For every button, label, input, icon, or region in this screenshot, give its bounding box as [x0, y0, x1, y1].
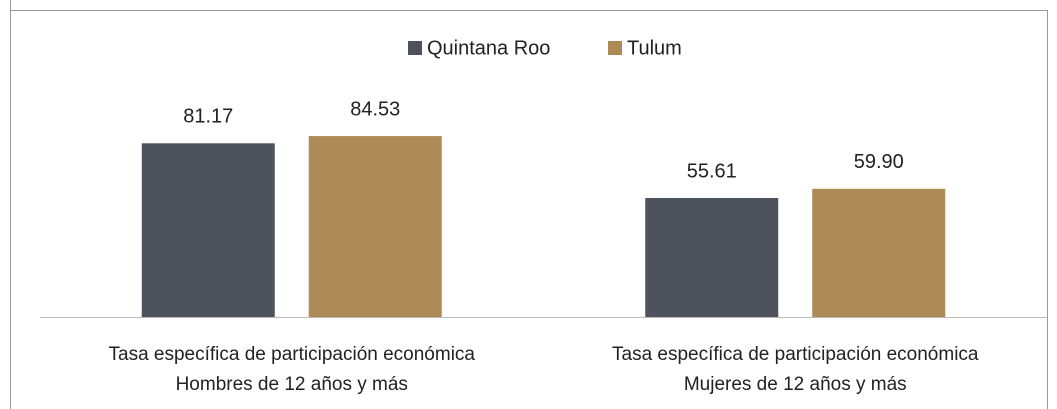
legend-label: Tulum	[627, 37, 682, 59]
x-tick-label: Tasa específica de participación económi…	[109, 344, 476, 395]
bar	[308, 136, 442, 317]
data-label: 55.61	[687, 160, 737, 182]
data-label: 59.90	[854, 151, 904, 173]
data-label: 81.17	[183, 106, 233, 128]
data-label: 84.53	[350, 98, 400, 120]
bar	[645, 197, 779, 317]
legend-swatch	[408, 41, 422, 55]
x-tick-label: Tasa específica de participación económi…	[612, 344, 979, 395]
legend-label: Quintana Roo	[427, 37, 550, 59]
legend-swatch	[608, 41, 622, 55]
bar	[141, 143, 275, 317]
bar	[812, 188, 946, 317]
